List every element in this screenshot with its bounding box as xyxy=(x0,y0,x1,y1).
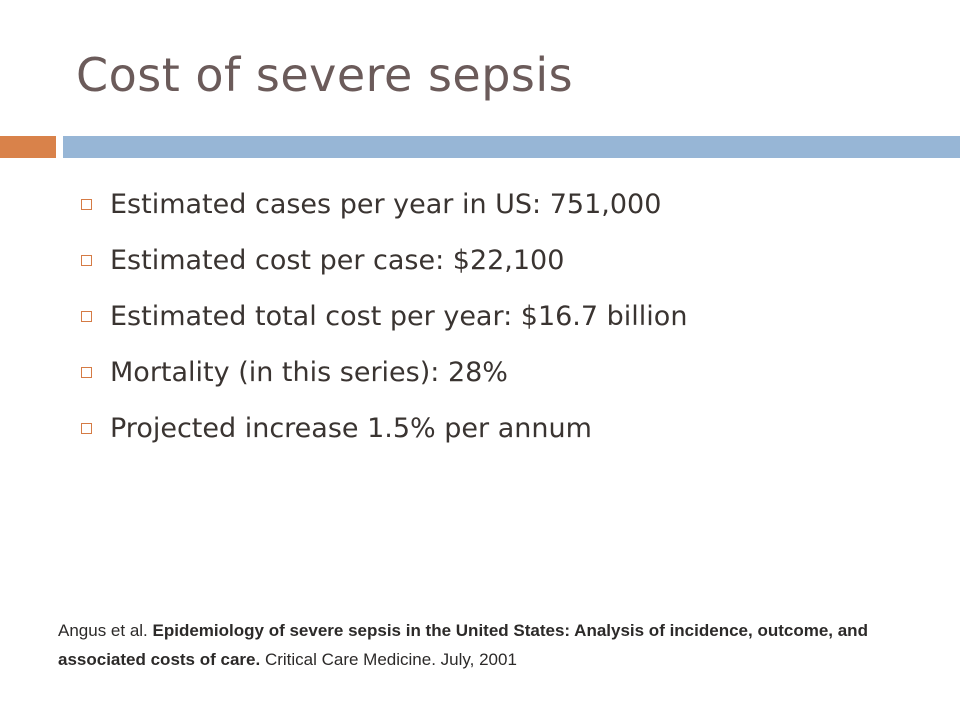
bullet-text: Projected increase 1.5% per annum xyxy=(110,412,592,444)
citation-journal: Critical Care Medicine. July, 2001 xyxy=(260,650,517,669)
slide-title: Cost of severe sepsis xyxy=(76,48,574,102)
bullet-text: Estimated cost per case: $22,100 xyxy=(110,244,565,276)
bullet-text: Mortality (in this series): 28% xyxy=(110,356,508,388)
list-item: Projected increase 1.5% per annum xyxy=(80,400,687,456)
list-item: Estimated total cost per year: $16.7 bil… xyxy=(80,288,687,344)
bullet-text: Estimated total cost per year: $16.7 bil… xyxy=(110,300,688,332)
list-item: Estimated cases per year in US: 751,000 xyxy=(80,176,687,232)
bullet-text: Estimated cases per year in US: 751,000 xyxy=(110,188,662,220)
list-item: Estimated cost per case: $22,100 xyxy=(80,232,687,288)
citation: Angus et al. Epidemiology of severe seps… xyxy=(58,616,918,674)
square-bullet-icon xyxy=(81,254,92,266)
title-accent-bar xyxy=(0,136,56,158)
square-bullet-icon xyxy=(81,366,92,378)
title-divider-bar xyxy=(63,136,960,158)
square-bullet-icon xyxy=(81,422,92,434)
square-bullet-icon xyxy=(81,310,92,322)
square-bullet-icon xyxy=(81,198,92,210)
citation-authors: Angus et al. xyxy=(58,621,153,640)
bullet-list: Estimated cases per year in US: 751,000 … xyxy=(80,176,687,456)
citation-title: Epidemiology of severe sepsis in the Uni… xyxy=(58,621,868,669)
list-item: Mortality (in this series): 28% xyxy=(80,344,687,400)
